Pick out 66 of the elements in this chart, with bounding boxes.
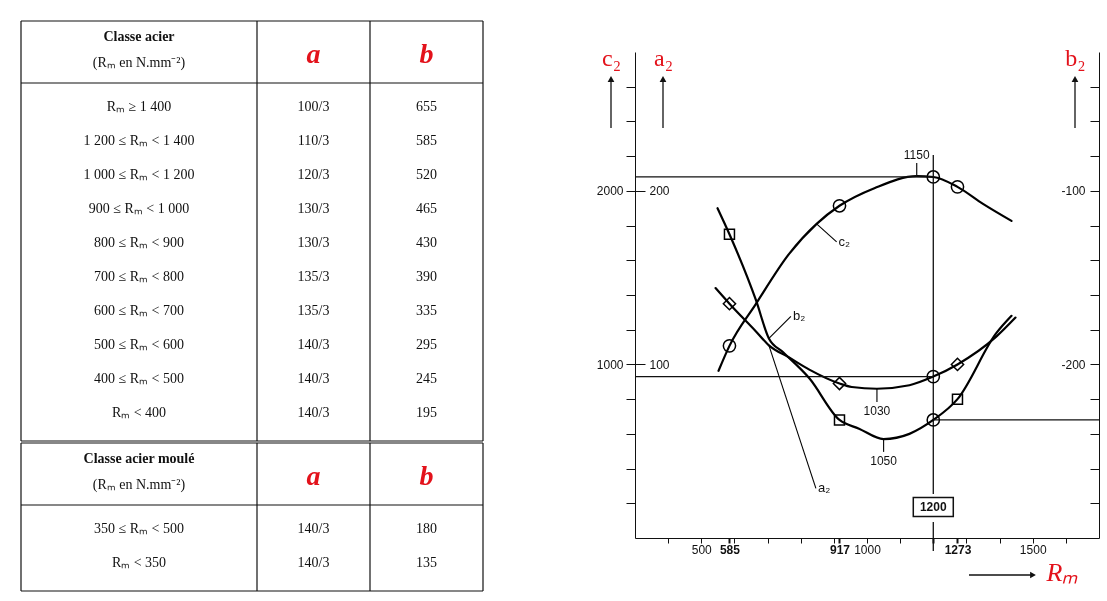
data-label: 140/3	[297, 371, 330, 386]
data-label: 135	[416, 555, 437, 570]
text: a	[306, 38, 321, 69]
y3-tick-label: 200	[649, 184, 670, 199]
annotation: 1150	[903, 148, 930, 163]
data-label: 465	[416, 201, 437, 216]
y-tick-label: 2000	[596, 184, 624, 199]
x-axis-title: Rₘ	[1045, 557, 1079, 587]
data-label: 100/3	[297, 99, 330, 114]
data-label: 430	[416, 235, 437, 250]
annotation: 1030	[863, 403, 891, 418]
data-label: 295	[416, 337, 437, 352]
data-label: 390	[416, 269, 437, 284]
text: b	[419, 460, 434, 491]
y3-tick-label: 100	[649, 357, 670, 372]
y2-axis-title: b₂	[1065, 44, 1086, 71]
text: a₂	[817, 480, 831, 496]
text: (Rₘ en N.mm⁻²)	[92, 477, 186, 493]
legend-label: c₂	[838, 233, 851, 249]
category-label: 700 ≤ Rₘ < 800	[94, 269, 184, 284]
data-label: 245	[416, 371, 437, 386]
category-label: 900 ≤ Rₘ < 1 000	[88, 201, 190, 216]
annotation: 1050	[870, 453, 898, 468]
text: b	[419, 38, 434, 69]
y-axis-title: c₂	[601, 44, 622, 71]
category-label: 500 ≤ Rₘ < 600	[94, 337, 184, 352]
data-label: 140/3	[297, 555, 330, 570]
x-tick-label: 1000	[854, 542, 882, 557]
category-label: 400 ≤ Rₘ < 500	[94, 371, 184, 386]
y2-tick-label: -100	[1061, 184, 1086, 199]
category-label: 800 ≤ Rₘ < 900	[94, 235, 184, 250]
text: Classe acier	[103, 29, 175, 44]
data-label: 130/3	[297, 201, 330, 216]
x-tick-label: 500	[691, 542, 713, 557]
data-label: 655	[416, 99, 437, 114]
data-label: 120/3	[297, 167, 330, 182]
data-label: 135/3	[297, 269, 330, 284]
data-label: 195	[416, 405, 437, 420]
data-label: 140/3	[297, 405, 330, 420]
y2-tick-label: -200	[1061, 357, 1086, 372]
data-label: 130/3	[297, 235, 330, 250]
data-label: 110/3	[297, 133, 330, 148]
category-label: 350 ≤ Rₘ < 500	[94, 521, 184, 536]
category-label: Rₘ < 400	[111, 405, 167, 420]
ref-line-label: 1200	[919, 500, 947, 514]
data-label: 140/3	[297, 337, 330, 352]
x-tick-label: 917	[829, 542, 851, 557]
x-tick-label: 1273	[944, 542, 972, 557]
data-label: 180	[416, 521, 437, 536]
category-label: 1 000 ≤ Rₘ < 1 200	[83, 167, 195, 182]
data-label: 135/3	[297, 303, 330, 318]
category-label: 1 200 ≤ Rₘ < 1 400	[83, 133, 195, 148]
y3-axis-title: a₂	[653, 44, 674, 71]
data-label: 585	[416, 133, 437, 148]
text: a	[306, 460, 321, 491]
text: Classe acier moulé	[83, 451, 195, 466]
category-label: Rₘ < 350	[111, 555, 167, 570]
category-label: Rₘ ≥ 1 400	[106, 99, 172, 114]
data-label: 520	[416, 167, 437, 182]
text: b₂	[792, 308, 806, 324]
text: (Rₘ en N.mm⁻²)	[92, 55, 186, 71]
category-label: 600 ≤ Rₘ < 700	[94, 303, 184, 318]
x-tick-label: 585	[719, 542, 741, 557]
data-label: 140/3	[297, 521, 330, 536]
x-tick-label: 1500	[1019, 542, 1047, 557]
data-label: 335	[416, 303, 437, 318]
